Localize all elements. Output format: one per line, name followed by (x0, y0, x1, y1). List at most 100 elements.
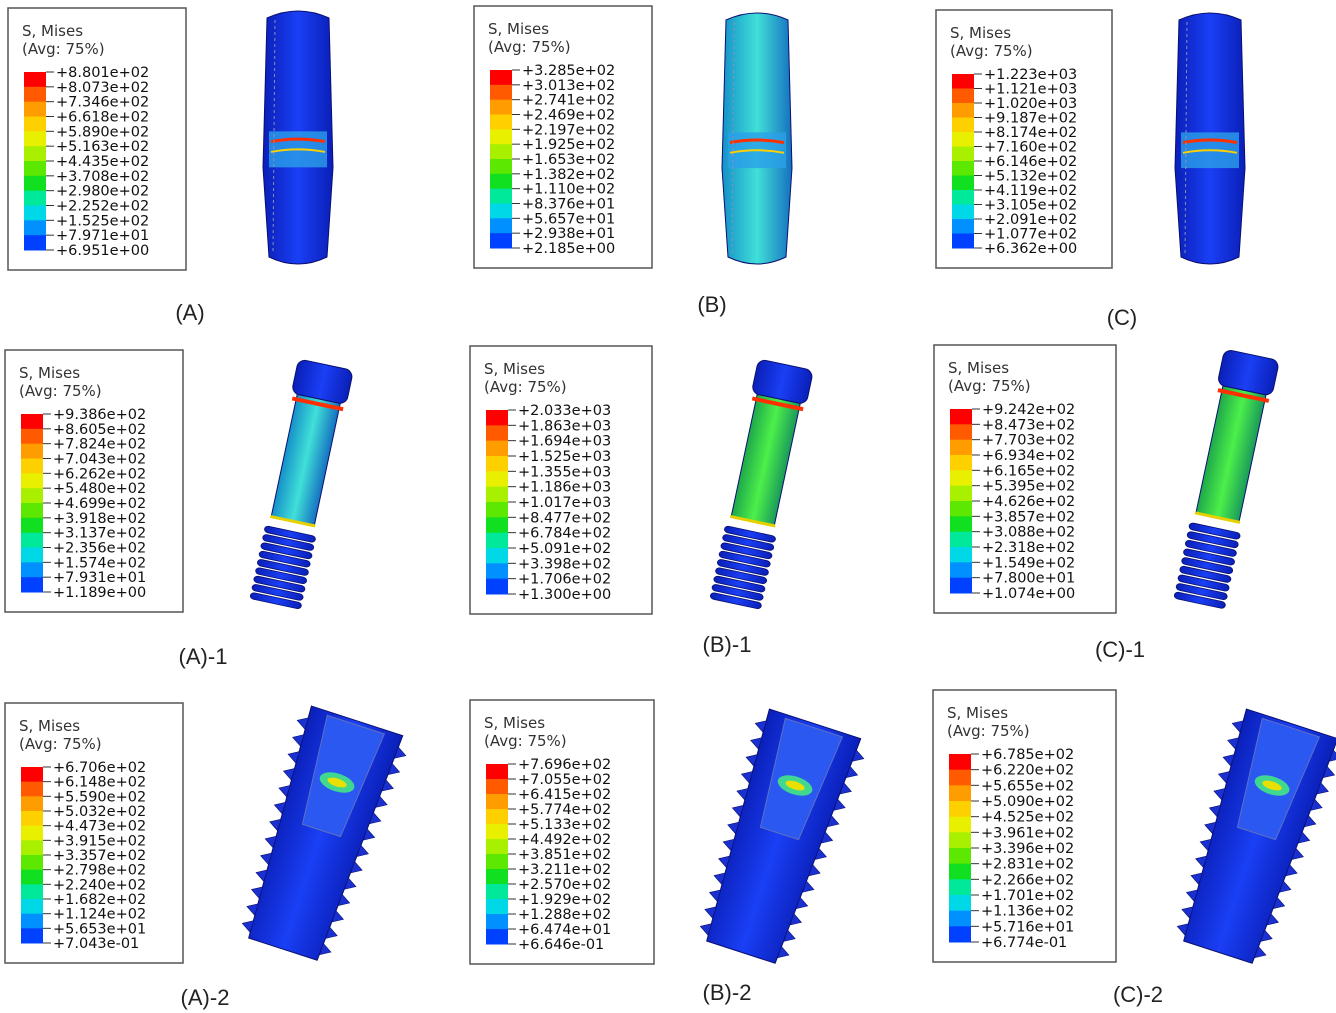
legend-value: +8.376e+01 (522, 197, 615, 213)
color-band (952, 190, 974, 205)
color-band (952, 146, 974, 162)
color-band (486, 929, 508, 945)
legend-value: +3.857e+02 (982, 509, 1075, 525)
legend-value: +3.105e+02 (984, 198, 1077, 214)
panel: S, Mises(Avg: 75%)+6.706e+02+6.148e+02+5… (4, 702, 230, 1010)
thread (260, 852, 357, 890)
thread (246, 903, 338, 939)
legend-value: +7.703e+02 (982, 433, 1075, 449)
legend-value: +1.017e+03 (518, 495, 611, 511)
thread (736, 787, 840, 828)
color-band (21, 443, 43, 459)
thread (1181, 906, 1273, 942)
color-band (486, 884, 508, 900)
legend-value: +3.357e+02 (53, 848, 146, 864)
color-band (21, 503, 43, 519)
color-band (486, 410, 508, 426)
color-band (486, 486, 508, 503)
thread (287, 751, 394, 792)
legend-title: S, Mises (22, 22, 83, 40)
screw-shaft (730, 393, 801, 527)
thread (264, 525, 316, 543)
panel-label: (B)-2 (703, 980, 752, 1005)
color-band (490, 114, 512, 130)
thread (278, 784, 382, 825)
color-band (952, 132, 974, 147)
thread (292, 734, 401, 776)
color-band (486, 869, 508, 885)
thread (1173, 591, 1226, 609)
legend-value: +2.033e+03 (518, 403, 611, 419)
edge (272, 19, 276, 254)
color-band (486, 839, 508, 855)
legend-subtitle: (Avg: 75%) (484, 732, 567, 750)
color-band (486, 794, 508, 810)
thread (1176, 923, 1267, 959)
color-band (490, 84, 512, 101)
panel-label: (C) (1107, 305, 1138, 330)
thread (1184, 539, 1237, 557)
thread (269, 818, 369, 857)
color-band (950, 516, 972, 533)
legend-title: S, Mises (484, 714, 545, 732)
legend-value: +1.863e+03 (518, 418, 611, 434)
color-band (949, 863, 971, 880)
screw-shaft (270, 393, 341, 527)
color-band (486, 456, 508, 472)
color-band (949, 848, 971, 865)
color-band (950, 501, 972, 517)
legend-value: +1.525e+03 (518, 449, 611, 465)
color-band (21, 414, 43, 430)
thread (296, 717, 407, 759)
thread (1179, 565, 1232, 583)
panel-label: (A)-2 (181, 985, 230, 1010)
legend-value: +1.682e+02 (53, 892, 146, 908)
color-band (24, 235, 46, 251)
color-band (486, 824, 508, 840)
thread (717, 559, 769, 576)
legend-value: +3.088e+02 (982, 525, 1075, 541)
color-band (490, 159, 512, 175)
fea-render (249, 359, 353, 609)
legend-value: +7.055e+02 (518, 772, 611, 788)
color-band (950, 531, 972, 548)
legend-subtitle: (Avg: 75%) (950, 42, 1033, 60)
fea-render (699, 708, 865, 964)
stress-ring (729, 149, 785, 154)
thread (251, 584, 304, 601)
color-band (24, 220, 46, 236)
legend-value: +5.032e+02 (53, 804, 146, 820)
thread (718, 550, 771, 568)
stress-ring (270, 148, 326, 153)
color-band (952, 204, 974, 220)
legend-value: +6.784e+02 (518, 526, 611, 542)
color-band (952, 117, 974, 133)
legend-value: +1.706e+02 (518, 572, 611, 588)
thread (713, 575, 766, 593)
panel: S, Mises(Avg: 75%)+9.386e+02+8.605e+02+7… (4, 349, 227, 669)
legend-value: +2.741e+02 (522, 93, 615, 109)
legend-value: +4.119e+02 (984, 183, 1077, 199)
fea-render (1173, 350, 1279, 609)
thread (699, 923, 790, 959)
color-band (949, 926, 971, 943)
legend-value: +3.137e+02 (53, 526, 146, 542)
color-band (21, 796, 43, 812)
panel: S, Mises(Avg: 75%)+2.033e+03+1.863e+03+1… (469, 345, 751, 657)
color-band (24, 146, 46, 162)
legend-value: +1.124e+02 (53, 907, 146, 923)
thread (264, 835, 363, 874)
color-band (490, 70, 512, 86)
legend-value: +1.136e+02 (981, 904, 1074, 920)
legend-value: +1.121e+03 (984, 82, 1077, 98)
legend-value: +6.618e+02 (56, 110, 149, 126)
color-band (949, 895, 971, 912)
legend-value: +1.223e+03 (984, 67, 1077, 83)
legend-value: +2.798e+02 (53, 863, 146, 879)
color-band (949, 879, 971, 896)
legend-value: +1.694e+03 (518, 434, 611, 450)
legend-value: +2.469e+02 (522, 108, 615, 124)
legend-value: +9.386e+02 (53, 407, 146, 423)
legend-title: S, Mises (950, 24, 1011, 42)
